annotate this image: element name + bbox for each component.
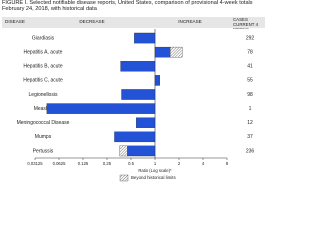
- legend-label: Beyond historical limits: [131, 175, 176, 180]
- disease-label: Hepatitis B, acute: [23, 64, 62, 70]
- bar: [134, 32, 156, 44]
- cases-label: 292: [246, 35, 255, 41]
- cases-label: 37: [247, 134, 253, 140]
- chart-title: FIGURE I. Selected notifiable disease re…: [2, 0, 253, 13]
- beyond-limit-bar: [170, 46, 183, 58]
- bar: [154, 46, 171, 58]
- beyond-limit-bar: [119, 145, 128, 157]
- disease-label: Hepatitis A, acute: [24, 49, 63, 55]
- header-increase: INCREASE: [178, 19, 202, 24]
- cases-label: 1: [249, 106, 252, 112]
- cases-label: 41: [247, 64, 253, 70]
- header-band: [2, 17, 265, 28]
- x-tick-label: 0.5: [128, 161, 134, 166]
- bar: [46, 103, 156, 114]
- x-tick-label: 8: [226, 161, 229, 166]
- x-tick-label: 0.0625: [53, 161, 66, 166]
- bar: [154, 75, 160, 86]
- cases-label: 236: [246, 148, 255, 154]
- cases-label: 78: [247, 49, 253, 55]
- bar: [127, 145, 156, 157]
- bar: [121, 89, 156, 100]
- x-tick-label: 0.03125: [27, 161, 43, 166]
- header-decrease: DECREASE: [79, 19, 104, 24]
- disease-label: Legionellosis: [29, 92, 58, 98]
- x-axis-label: Ratio (Log scale)*: [138, 168, 172, 173]
- legend-swatch: [119, 174, 129, 182]
- x-tick-label: 4: [202, 161, 205, 166]
- disease-label: Mumps: [35, 134, 52, 140]
- disease-label: Hepatitis C, acute: [23, 78, 63, 84]
- disease-label: Giardiasis: [32, 35, 55, 41]
- cases-label: 98: [247, 92, 253, 98]
- x-tick-label: 0.25: [103, 161, 112, 166]
- disease-label: Meningococcal Disease: [17, 120, 70, 126]
- x-tick-label: 2: [178, 161, 181, 166]
- chart: FIGURE I. Selected notifiable disease re…: [2, 0, 265, 182]
- header-disease: DISEASE: [5, 19, 25, 24]
- cases-label: 55: [247, 78, 253, 84]
- header-cases: CASES CURRENT 4 WEEKS: [233, 17, 259, 29]
- x-tick-label: 1: [154, 161, 157, 166]
- bar: [135, 117, 156, 128]
- disease-label: Pertussis: [33, 148, 54, 154]
- bar: [120, 61, 156, 72]
- x-tick-label: 0.125: [78, 161, 89, 166]
- disease-label: Measles: [34, 106, 53, 112]
- cases-header-box: CASES CURRENT 4 WEEKS: [233, 17, 259, 29]
- cases-label: 12: [247, 120, 253, 126]
- bar: [114, 131, 156, 143]
- title-box: FIGURE I. Selected notifiable disease re…: [2, 0, 253, 13]
